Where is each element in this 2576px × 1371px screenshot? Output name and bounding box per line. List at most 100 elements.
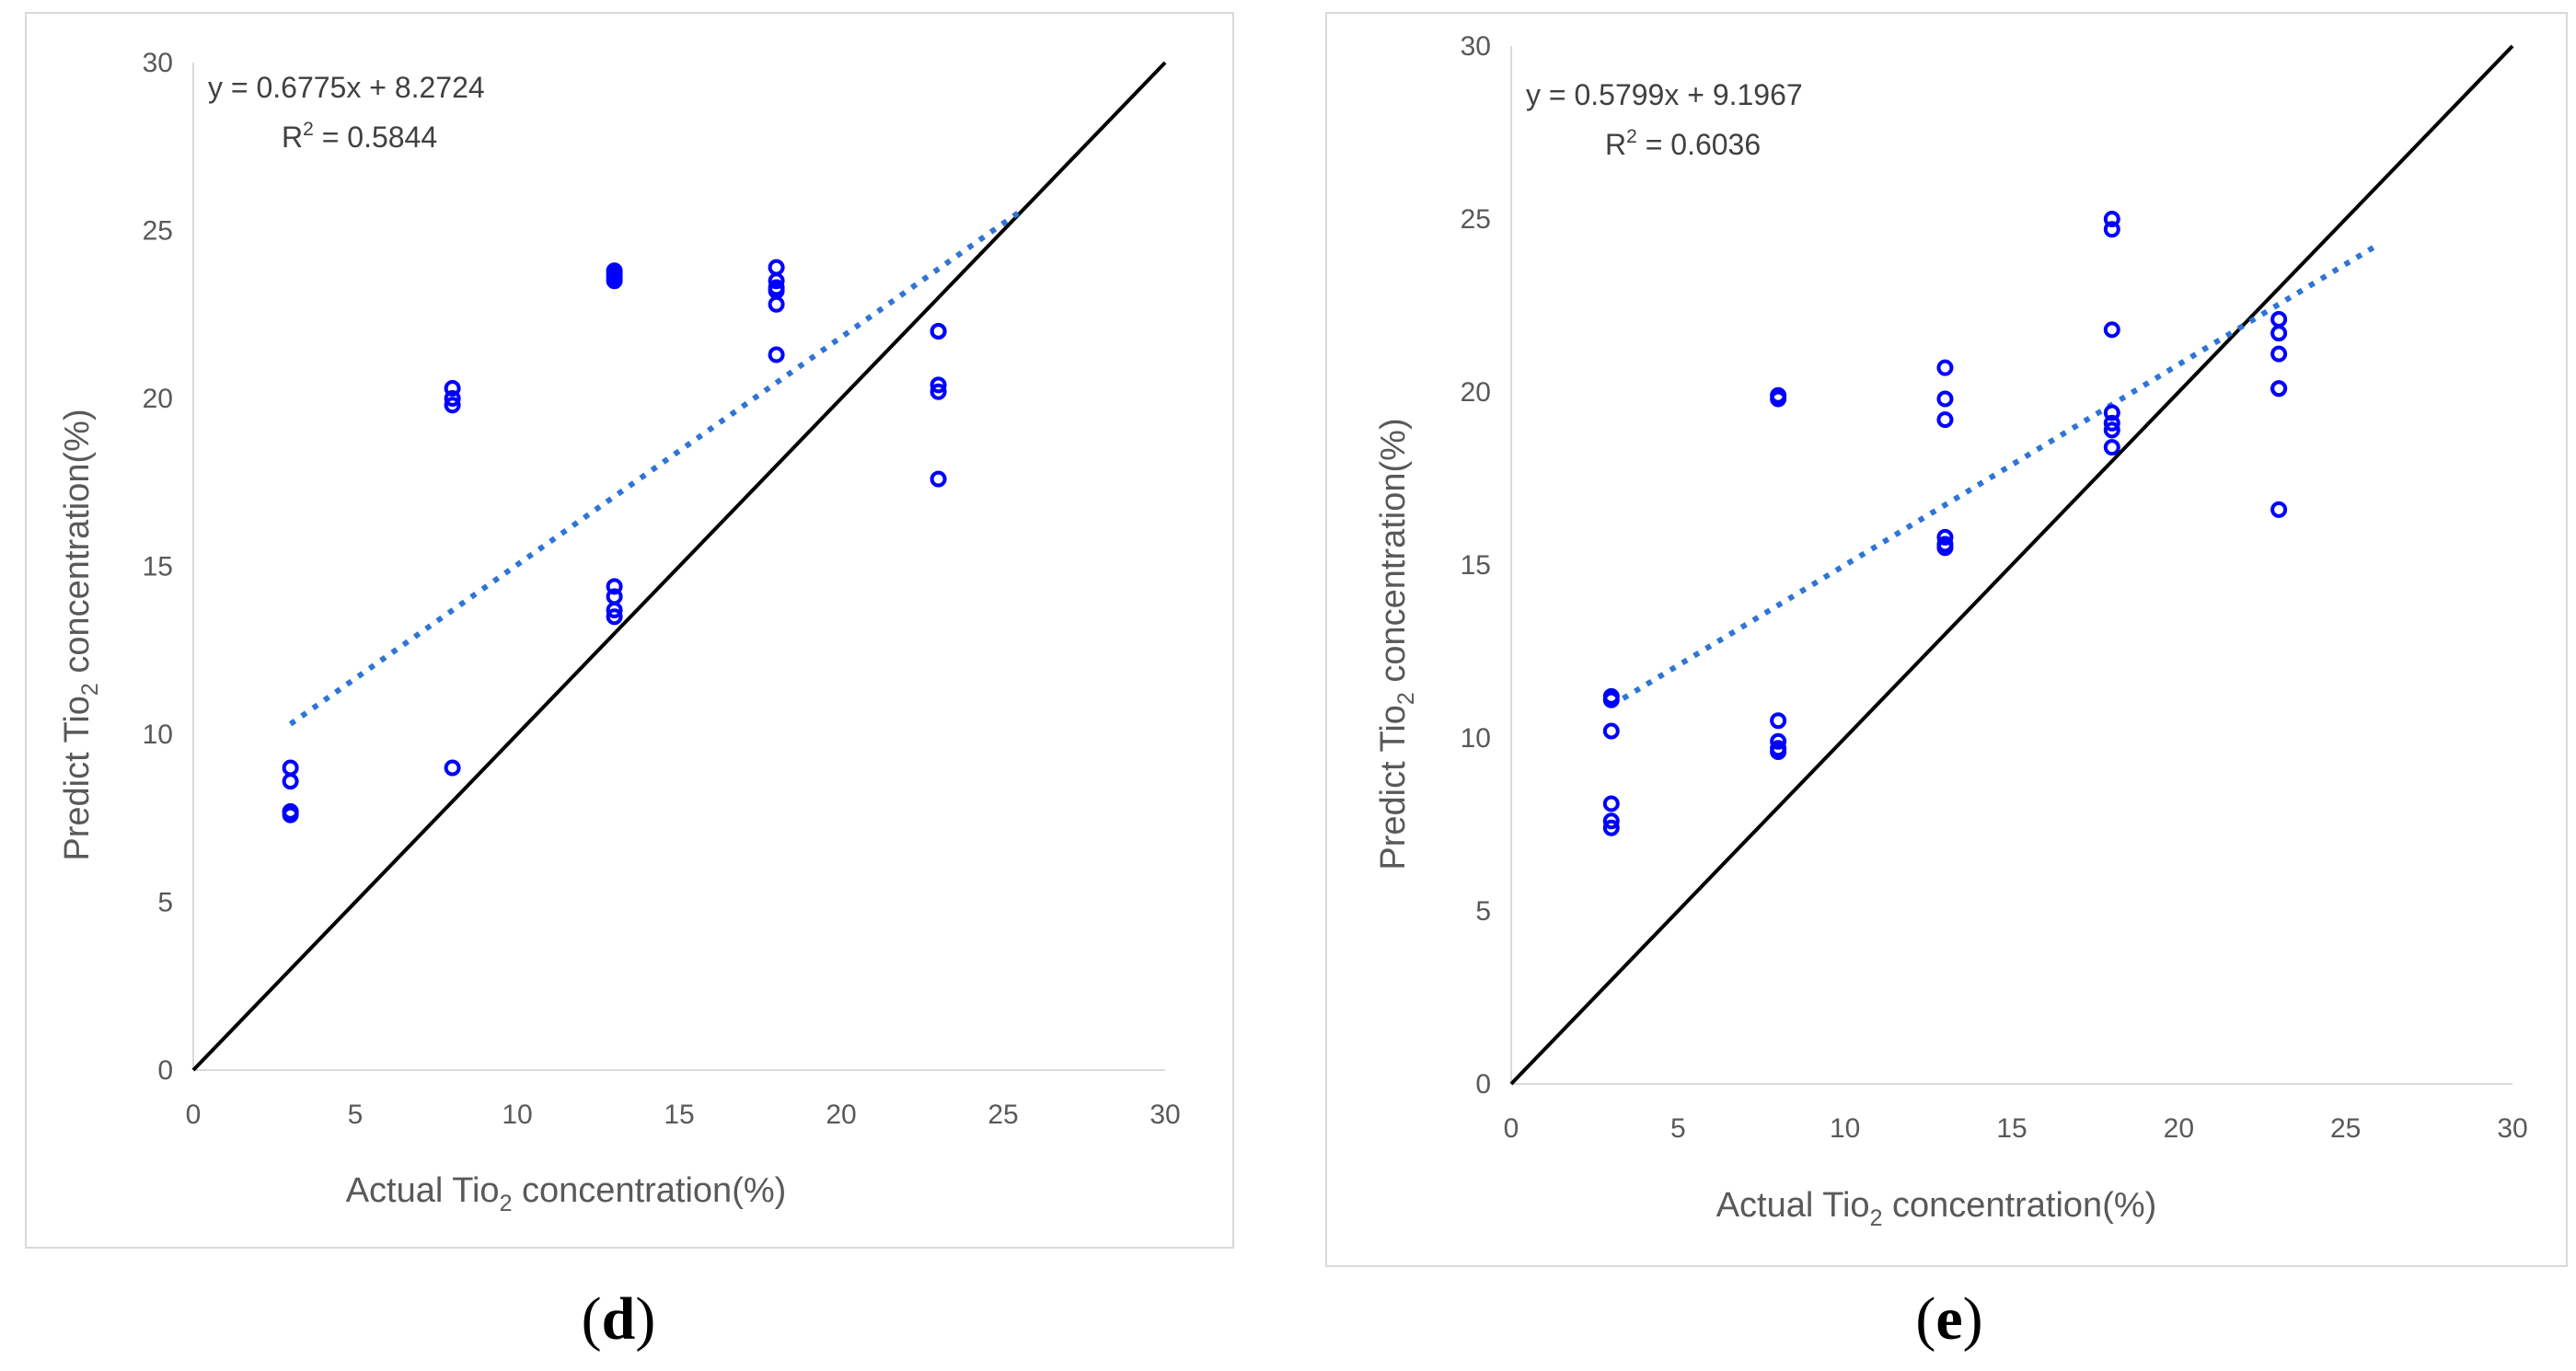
caption-close-paren: ) xyxy=(1963,1285,1983,1353)
y-tick-label: 30 xyxy=(143,48,173,78)
data-points xyxy=(282,259,947,824)
data-point xyxy=(2270,501,2288,518)
data-point xyxy=(282,773,299,790)
y-label-post: concentration(%) xyxy=(58,409,97,683)
x-tick-label: 30 xyxy=(2497,1113,2527,1144)
data-point xyxy=(1936,411,1954,429)
chart-frame xyxy=(1325,12,2568,1267)
y-label-pre: Predict Tio xyxy=(58,696,97,861)
r-squared: R2 = 0.5844 xyxy=(282,119,437,154)
data-point xyxy=(1770,732,1787,750)
data-point xyxy=(606,269,623,286)
data-points xyxy=(1602,211,2288,836)
caption-letter: d xyxy=(602,1285,636,1353)
caption-letter: e xyxy=(1935,1285,1962,1353)
x-label-sub: 2 xyxy=(500,1191,513,1216)
data-point xyxy=(606,608,623,626)
data-point xyxy=(444,759,461,777)
x-tick-label: 5 xyxy=(348,1100,364,1130)
y-label-sub: 2 xyxy=(77,683,103,696)
data-point xyxy=(1936,390,1954,408)
y-tick-label: 0 xyxy=(1475,1069,1491,1100)
data-point xyxy=(2103,439,2120,456)
data-point xyxy=(1602,722,1620,740)
y-tick-labels: 0 5 10 15 20 25 30 xyxy=(1461,31,1491,1100)
identity-line xyxy=(1509,44,2514,1086)
x-tick-label: 10 xyxy=(1830,1113,1860,1144)
y-label-pre: Predict Tio xyxy=(1374,705,1413,870)
y-tick-labels: 0 5 10 15 20 25 30 xyxy=(143,48,173,1086)
regression-equation: y = 0.5799x + 9.1967 xyxy=(1526,78,1803,111)
x-axis-label: Actual Tio2 concentration(%) xyxy=(346,1171,787,1216)
data-point xyxy=(1936,359,1954,376)
x-tick-label: 5 xyxy=(1670,1113,1686,1144)
data-point xyxy=(444,397,461,414)
data-point xyxy=(1602,795,1620,812)
chart-frame xyxy=(25,12,1234,1249)
x-label-post: concentration(%) xyxy=(512,1171,786,1210)
trend-line xyxy=(1610,241,2381,709)
x-tick-label: 20 xyxy=(826,1100,856,1130)
x-axis-label: Actual Tio2 concentration(%) xyxy=(1716,1186,2157,1231)
data-point xyxy=(2270,380,2288,397)
r-squared-label: R xyxy=(1605,128,1626,161)
r-squared-sup: 2 xyxy=(303,119,314,140)
data-point xyxy=(768,272,785,290)
data-point xyxy=(768,346,785,363)
data-point xyxy=(444,390,461,407)
panel-caption-d: (d) xyxy=(582,1285,656,1353)
caption-open-paren: ( xyxy=(582,1285,602,1353)
y-tick-label: 15 xyxy=(143,552,173,582)
trend-line xyxy=(288,207,1024,727)
panel-caption-e: (e) xyxy=(1915,1285,1982,1353)
r-squared-value: = 0.5844 xyxy=(314,121,437,154)
x-tick-label: 30 xyxy=(1149,1100,1180,1130)
y-tick-label: 5 xyxy=(1475,896,1491,927)
x-tick-label: 15 xyxy=(1996,1113,2027,1144)
x-label-sub: 2 xyxy=(1870,1205,1883,1231)
y-tick-label: 25 xyxy=(143,216,173,247)
identity-line xyxy=(191,61,1167,1072)
chart-panel-e: 0 5 10 15 20 25 30 0 5 10 15 20 25 30 y = 0.5799x + … xyxy=(1325,12,2568,1353)
data-point xyxy=(930,376,947,394)
data-point xyxy=(2103,414,2120,432)
data-point xyxy=(1602,691,1620,709)
y-tick-label: 30 xyxy=(1461,31,1491,62)
data-point xyxy=(606,601,623,618)
data-point xyxy=(1602,812,1620,830)
regression-equation: y = 0.6775x + 8.2724 xyxy=(208,71,485,104)
data-point xyxy=(2103,321,2120,339)
data-point xyxy=(768,295,785,313)
x-tick-label: 0 xyxy=(186,1100,202,1130)
x-tick-label: 15 xyxy=(664,1100,694,1130)
y-tick-label: 20 xyxy=(1461,377,1491,408)
x-tick-label: 25 xyxy=(2330,1113,2361,1144)
caption-open-paren: ( xyxy=(1915,1285,1935,1353)
y-label-post: concentration(%) xyxy=(1374,418,1413,692)
data-point xyxy=(2103,404,2120,421)
y-tick-label: 25 xyxy=(1461,204,1491,235)
data-point xyxy=(1770,743,1787,761)
x-tick-label: 20 xyxy=(2164,1113,2194,1144)
y-axis-label: Predict Tio2 concentration(%) xyxy=(58,409,103,860)
y-tick-label: 0 xyxy=(157,1055,173,1086)
y-label-sub: 2 xyxy=(1393,692,1419,705)
data-point xyxy=(2103,211,2120,227)
data-point xyxy=(2270,345,2288,363)
data-point xyxy=(930,383,947,400)
caption-close-paren: ) xyxy=(635,1285,655,1353)
data-point xyxy=(1602,819,1620,836)
y-tick-label: 10 xyxy=(143,720,173,750)
data-point xyxy=(930,323,947,340)
data-point xyxy=(2103,421,2120,439)
x-tick-label: 10 xyxy=(502,1100,532,1130)
y-tick-label: 20 xyxy=(143,384,173,414)
data-point xyxy=(2103,221,2120,238)
y-axis-label: Predict Tio2 concentration(%) xyxy=(1374,418,1419,870)
data-point xyxy=(606,578,623,595)
x-tick-labels: 0 5 10 15 20 25 30 xyxy=(186,1100,1181,1130)
r-squared-sup: 2 xyxy=(1626,126,1637,147)
r-squared-label: R xyxy=(282,121,303,154)
y-tick-label: 5 xyxy=(157,888,173,918)
